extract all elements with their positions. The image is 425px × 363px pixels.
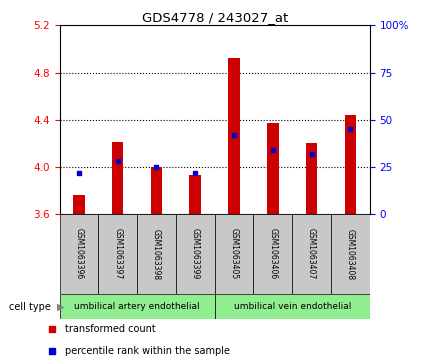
Bar	[253, 214, 292, 294]
Bar	[331, 214, 370, 294]
Text: cell type: cell type	[9, 302, 51, 312]
Text: GSM1063405: GSM1063405	[230, 228, 238, 280]
Text: GSM1063406: GSM1063406	[268, 228, 277, 280]
Text: GSM1063399: GSM1063399	[191, 228, 200, 280]
Bar	[60, 294, 215, 319]
Bar	[98, 214, 137, 294]
Bar	[150, 167, 162, 214]
Bar	[215, 214, 253, 294]
Text: transformed count: transformed count	[65, 325, 156, 334]
Text: ▶: ▶	[57, 302, 65, 312]
Bar	[267, 123, 279, 214]
Text: GSM1063408: GSM1063408	[346, 229, 355, 280]
Bar	[190, 175, 201, 214]
Bar	[73, 195, 85, 214]
Text: percentile rank within the sample: percentile rank within the sample	[65, 346, 230, 356]
Bar	[176, 214, 215, 294]
Bar	[137, 214, 176, 294]
Text: GSM1063407: GSM1063407	[307, 228, 316, 280]
Bar	[215, 294, 370, 319]
Bar	[306, 143, 317, 214]
Text: GSM1063397: GSM1063397	[113, 228, 122, 280]
Text: umbilical artery endothelial: umbilical artery endothelial	[74, 302, 200, 311]
Text: GSM1063396: GSM1063396	[74, 228, 83, 280]
Bar	[112, 142, 124, 214]
Bar	[345, 115, 356, 214]
Bar	[60, 214, 98, 294]
Bar	[292, 214, 331, 294]
Bar	[228, 58, 240, 214]
Text: GSM1063398: GSM1063398	[152, 229, 161, 280]
Text: umbilical vein endothelial: umbilical vein endothelial	[233, 302, 351, 311]
Title: GDS4778 / 243027_at: GDS4778 / 243027_at	[142, 11, 288, 24]
